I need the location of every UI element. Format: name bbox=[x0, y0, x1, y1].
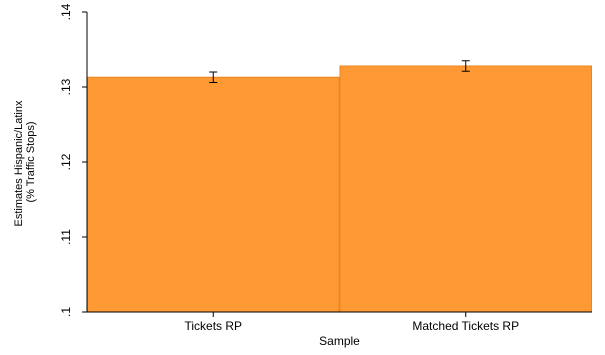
y-tick-label: .13 bbox=[59, 78, 73, 95]
x-tick-label: Tickets RP bbox=[184, 319, 242, 333]
y-tick-label: .1 bbox=[59, 307, 73, 317]
y-axis-title-line-2: (% Traffic Stops) bbox=[25, 121, 37, 202]
error-bars-layer bbox=[209, 60, 470, 83]
bars-layer bbox=[87, 65, 592, 313]
y-tick-label: .14 bbox=[59, 3, 73, 20]
x-axis-title: Sample bbox=[319, 334, 360, 348]
x-ticks-layer: Tickets RP Matched Tickets RP bbox=[184, 312, 519, 333]
bar-matched-tickets-rp bbox=[339, 65, 592, 313]
y-axis-title-line-1: Estimates Hispanic/Latinx bbox=[13, 100, 25, 226]
y-tick-label: .11 bbox=[59, 229, 73, 245]
y-axis-title: Estimates Hispanic/Latinx (% Traffic Sto… bbox=[13, 97, 37, 226]
y-tick-label: .12 bbox=[59, 153, 73, 170]
x-tick-label: Matched Tickets RP bbox=[412, 319, 519, 333]
y-ticks-layer: .1 .11 .12 .13 .14 bbox=[59, 3, 87, 317]
bar-tickets-rp bbox=[87, 76, 340, 313]
